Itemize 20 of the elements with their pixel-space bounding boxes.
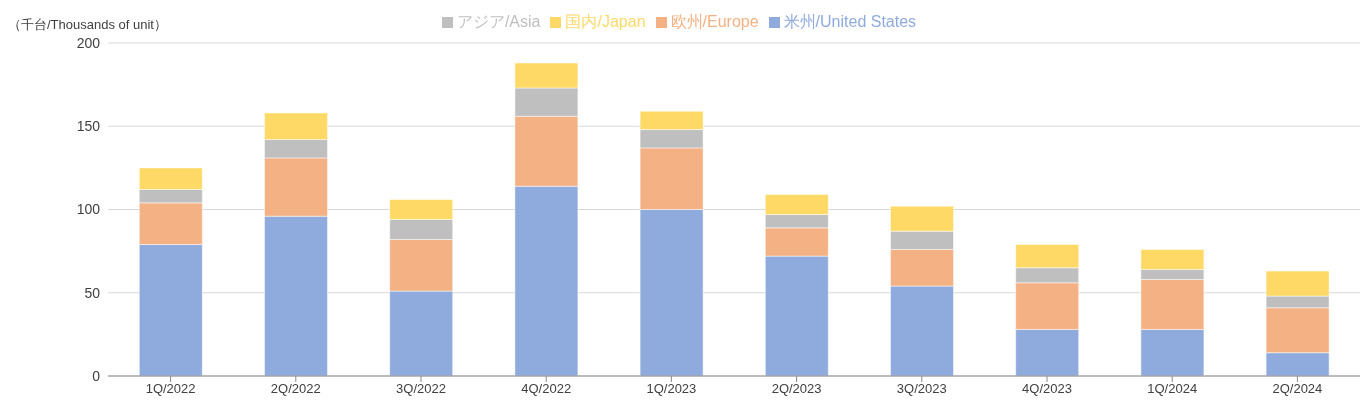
x-tick-label: 2Q/2024 bbox=[1272, 381, 1323, 397]
x-tick-label: 2Q/2023 bbox=[771, 381, 822, 397]
y-tick-label: 150 bbox=[76, 118, 101, 135]
x-tick-label: 4Q/2022 bbox=[521, 381, 572, 397]
legend-label: アジア/Asia bbox=[456, 13, 541, 30]
legend-label: 欧州/Europe bbox=[670, 13, 759, 30]
x-tick-label: 2Q/2022 bbox=[270, 381, 321, 397]
legend-label: 米州/United States bbox=[783, 13, 917, 30]
x-tick-label: 3Q/2022 bbox=[396, 381, 446, 397]
x-tick-label: 4Q/2023 bbox=[1022, 381, 1072, 397]
x-tick-label: 1Q/2022 bbox=[145, 381, 196, 397]
x-tick-label: 3Q/2023 bbox=[896, 381, 947, 397]
legend-label: 国内/Japan bbox=[565, 13, 646, 30]
y-tick-label: 50 bbox=[84, 284, 101, 301]
x-tick-label: 1Q/2023 bbox=[646, 381, 697, 397]
y-tick-label: 0 bbox=[92, 367, 101, 384]
x-tick-label: 1Q/2024 bbox=[1147, 381, 1198, 397]
y-axis-title: （千台/Thousands of unit） bbox=[8, 16, 167, 34]
y-tick-label: 200 bbox=[76, 34, 101, 51]
y-tick-label: 100 bbox=[76, 201, 101, 218]
